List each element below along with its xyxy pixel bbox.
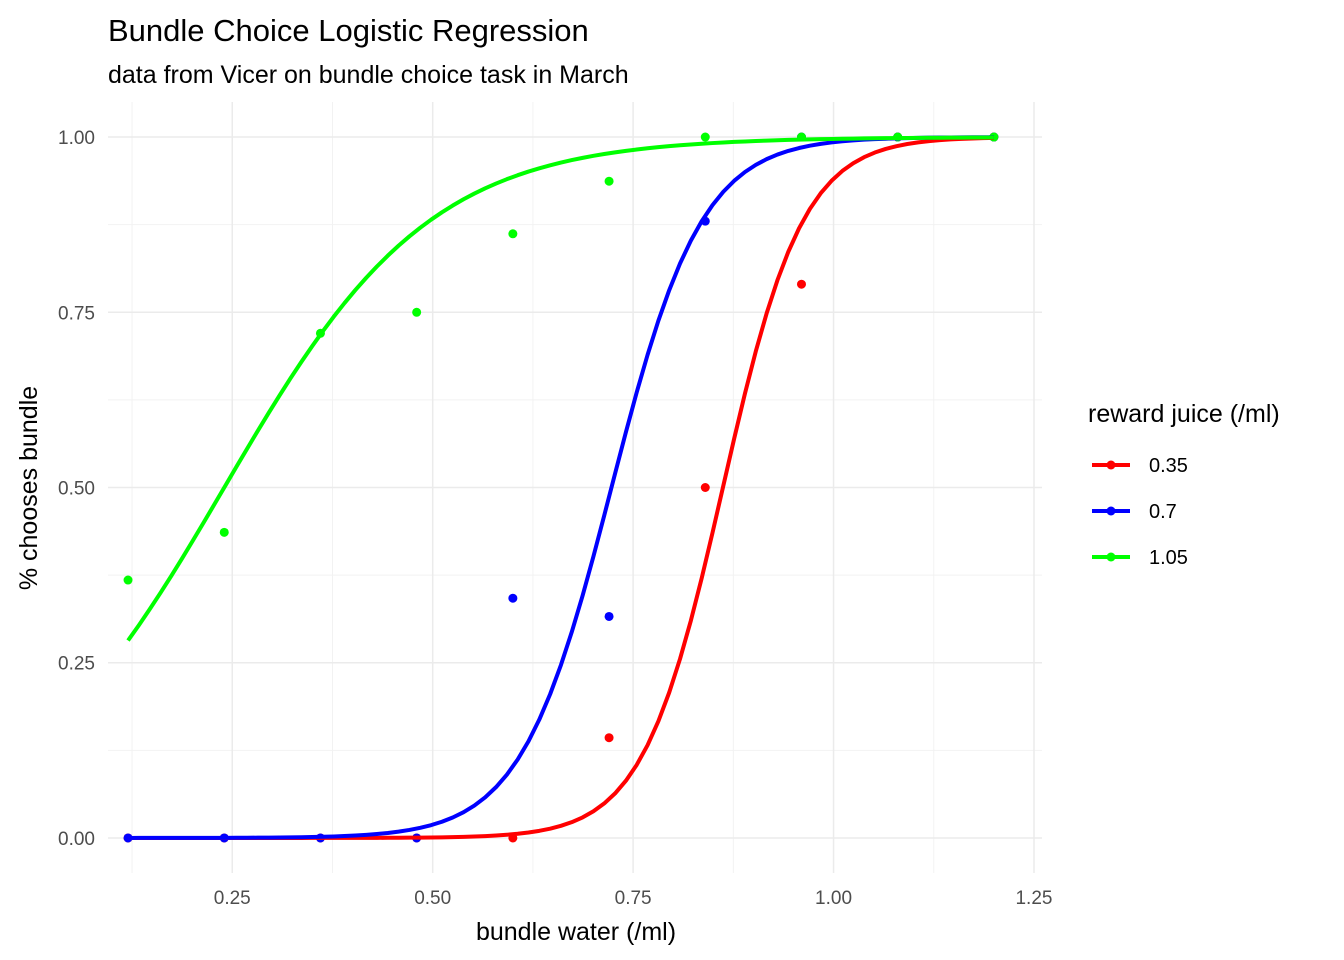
data-point [604, 176, 614, 186]
y-tick-label: 0.50 [58, 479, 95, 500]
legend-item: 0.35 [1092, 455, 1188, 477]
grid-major [108, 102, 1042, 873]
legend-label: 1.05 [1149, 547, 1188, 569]
data-point [796, 279, 806, 289]
legend-key-point [1106, 552, 1116, 562]
data-point [604, 611, 614, 621]
x-axis-title: bundle water (/ml) [476, 918, 676, 946]
fit-line-1.05 [126, 135, 994, 642]
data-point [412, 307, 422, 317]
y-tick-label: 0.25 [58, 654, 95, 675]
legend: reward juice (/ml) 0.35 0.7 1.05 [1088, 400, 1280, 569]
data-point [123, 575, 133, 585]
x-tick-label: 1.25 [1015, 888, 1052, 909]
data-point [700, 132, 710, 142]
data-point [508, 593, 518, 603]
legend-items: 0.35 0.7 1.05 [1092, 455, 1188, 569]
series-1.05 [123, 132, 999, 585]
legend-title: reward juice (/ml) [1088, 400, 1280, 428]
data-point [219, 527, 229, 537]
series-layer [123, 132, 999, 843]
x-tick-label: 1.00 [815, 888, 852, 909]
y-tick-label: 0.00 [58, 829, 95, 850]
chart-title: Bundle Choice Logistic Regression [108, 13, 589, 48]
x-tick-label: 0.75 [615, 888, 652, 909]
legend-key-point [1106, 460, 1116, 470]
data-point [700, 483, 710, 492]
chart-subtitle: data from Vicer on bundle choice task in… [108, 61, 629, 89]
y-axis-title: % chooses bundle [15, 386, 43, 590]
x-tick-label: 0.50 [414, 888, 451, 909]
fit-line-0.7 [128, 135, 994, 840]
x-tick-label: 0.25 [214, 888, 251, 909]
legend-item: 0.7 [1092, 501, 1177, 523]
data-point [508, 229, 518, 239]
legend-item: 1.05 [1092, 547, 1188, 569]
tick-labels: 0.25 0.50 0.75 1.00 1.25 0.00 0.25 0.50 0.75 1.00 [58, 128, 1052, 909]
y-tick-label: 1.00 [58, 128, 95, 149]
legend-label: 0.7 [1149, 501, 1177, 523]
legend-label: 0.35 [1149, 455, 1188, 477]
data-point [604, 733, 614, 743]
y-tick-label: 0.75 [58, 303, 95, 324]
legend-key-point [1106, 506, 1116, 516]
